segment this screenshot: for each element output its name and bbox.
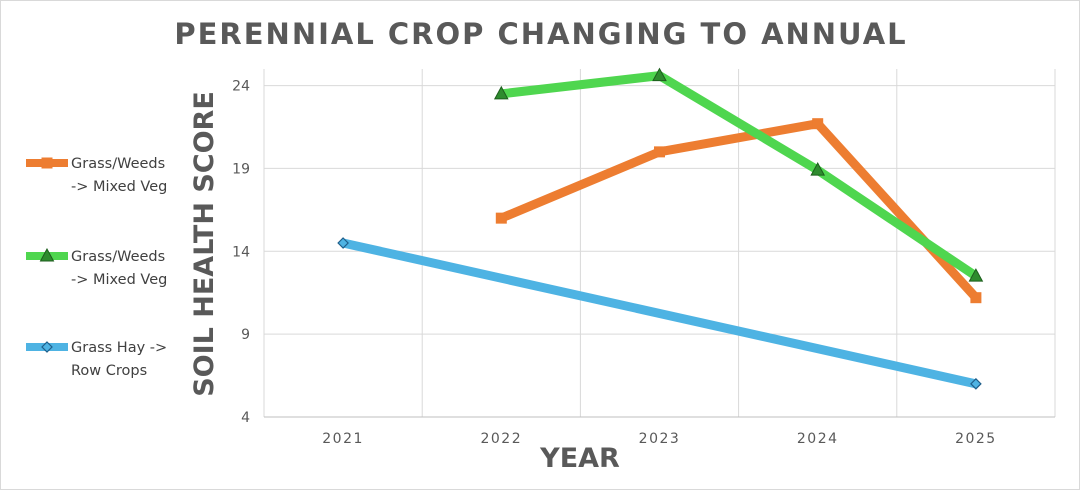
legend: Grass/Weeds -> Mixed Veg Grass/Weeds -> Mix… <box>26 156 167 379</box>
data-point-marker <box>495 212 507 224</box>
y-tick-label: 24 <box>232 79 250 95</box>
data-point-marker <box>654 146 665 158</box>
legend-swatch-marker <box>41 157 53 169</box>
data-point-marker <box>970 378 982 390</box>
legend-label: -> Mixed Veg <box>71 272 167 288</box>
legend-label: -> Mixed Veg <box>71 179 167 195</box>
y-tick-label: 9 <box>241 327 250 343</box>
legend-label: Row Crops <box>71 363 147 379</box>
y-tick-label: 19 <box>232 161 250 177</box>
series-line-2 <box>500 71 979 280</box>
data-point-marker <box>970 292 982 304</box>
x-tick-label: 2021 <box>322 431 364 447</box>
x-axis-title: YEAR <box>539 443 620 474</box>
y-tick-label: 14 <box>232 244 250 260</box>
x-tick-label: 2022 <box>480 431 522 447</box>
legend-label: Grass Hay -> <box>71 340 167 356</box>
legend-label: Grass/Weeds <box>71 249 165 265</box>
chart-title: PERENNIAL CROP CHANGING TO ANNUAL <box>174 17 908 51</box>
series-lines <box>337 67 984 390</box>
legend-swatch-marker <box>39 247 55 262</box>
series-line-1 <box>499 119 980 301</box>
x-tick-label: 2023 <box>639 431 681 447</box>
legend-label: Grass/Weeds <box>71 156 165 172</box>
x-tick-label: 2024 <box>797 431 839 447</box>
data-point-marker <box>812 118 824 130</box>
legend-swatch-marker <box>41 341 53 353</box>
data-point-marker <box>968 268 984 282</box>
x-tick-label: 2025 <box>955 431 997 447</box>
axes: 4 9 14 19 24 2021 2022 2023 2024 2025 <box>232 79 1055 447</box>
data-point-marker <box>652 67 667 82</box>
data-point-marker <box>337 237 349 249</box>
y-tick-label: 4 <box>241 410 250 426</box>
data-point-marker <box>810 162 826 176</box>
y-axis-title: SOIL HEALTH SCORE <box>189 91 220 397</box>
gridlines <box>263 69 1056 417</box>
data-point-marker <box>493 85 509 100</box>
series-line-3 <box>342 238 977 389</box>
